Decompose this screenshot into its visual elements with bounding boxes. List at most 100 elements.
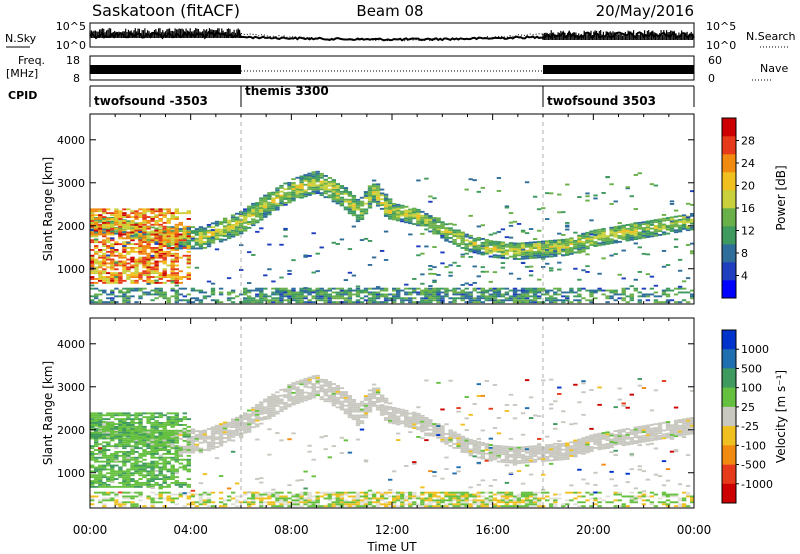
heatmap-cell [138,495,143,498]
heatmap-cell [154,474,159,477]
heatmap-cell [323,491,328,494]
heatmap-cell [367,264,373,266]
heatmap-cell [331,501,336,504]
heatmap-cell [335,185,340,187]
heatmap-cell [206,280,212,283]
heatmap-cell [130,445,135,448]
heatmap-cell [118,445,123,448]
heatmap-cell [182,243,187,246]
heatmap-cell [520,297,526,300]
heatmap-cell [255,221,260,224]
y-tick-label: 2000 [57,220,85,233]
heatmap-cell [122,225,127,228]
heatmap-cell [323,384,328,387]
heatmap-cell [420,210,425,213]
heatmap-cell [106,418,111,421]
heatmap-cell [315,186,320,189]
heatmap-cell [106,220,111,223]
heatmap-cell [90,425,95,428]
heatmap-cell [194,434,200,437]
heatmap-cell [311,186,316,189]
heatmap-cell [162,276,167,278]
heatmap-cell [186,299,191,302]
heatmap-cell [98,483,103,486]
heatmap-cell [138,468,143,471]
heatmap-cell [468,236,473,239]
heatmap-cell [134,460,139,463]
heatmap-cell [669,222,675,225]
heatmap-cell [162,212,167,215]
heatmap-cell [577,196,582,198]
heatmap-cell [122,250,127,253]
heatmap-cell [625,237,630,240]
heatmap-cell [303,397,308,400]
heatmap-cell [319,291,324,294]
heatmap-cell [210,299,216,302]
heatmap-cell [170,226,175,229]
heatmap-cell [146,268,151,271]
heatmap-cell [214,457,220,460]
heatmap-cell [206,245,212,248]
heatmap-cell [448,222,453,225]
heatmap-cell [363,412,369,415]
heatmap-cell [355,503,361,506]
heatmap-cell [480,241,485,244]
heatmap-cell [90,258,95,261]
heatmap-cell [94,281,99,284]
heatmap-cell [512,295,518,298]
heatmap-cell [122,229,127,232]
heatmap-cell [488,297,493,300]
heatmap-cell [577,236,582,239]
heatmap-cell [142,505,147,508]
heatmap-cell [150,239,155,242]
heatmap-cell [685,219,691,222]
date-title: 20/May/2016 [596,2,694,20]
heatmap-cell [359,210,365,213]
heatmap-cell [114,301,119,304]
heatmap-cell [420,232,425,235]
heatmap-cell [279,202,284,205]
heatmap-cell [295,192,300,195]
heatmap-cell [440,287,445,290]
heatmap-cell [363,410,369,413]
heatmap-cell [98,274,103,276]
heatmap-cell [90,278,95,280]
heatmap-cell [126,501,131,504]
heatmap-cell [122,212,127,215]
heatmap-cell [565,291,570,294]
heatmap-cell [138,278,143,280]
heatmap-cell [311,289,316,292]
heatmap-cell [637,233,642,236]
heatmap-cell [206,235,212,238]
heatmap-cell [549,255,554,258]
heatmap-cell [142,249,147,251]
heatmap-cell [311,188,316,191]
heatmap-cell [412,223,417,225]
heatmap-cell [557,293,562,296]
heatmap-cell [355,289,361,292]
heatmap-cell [295,188,300,191]
heatmap-cell [359,428,365,431]
heatmap-cell [98,227,103,230]
heatmap-cell [565,240,570,243]
heatmap-cell [118,231,123,234]
heatmap-cell [110,497,115,500]
heatmap-cell [383,295,389,298]
heatmap-cell [150,447,155,450]
heatmap-cell [327,182,332,185]
heatmap-cell [347,416,353,419]
heatmap-cell [150,212,155,215]
heatmap-cell [118,216,123,218]
heatmap-cell [106,241,111,244]
heatmap-cell [625,239,630,242]
heatmap-cell [142,266,147,269]
heatmap-cell [287,182,292,184]
heatmap-cell [585,253,590,256]
heatmap-cell [585,265,590,268]
heatmap-cell [166,451,171,453]
heatmap-cell [102,435,107,438]
heatmap-cell [617,227,622,230]
heatmap-cell [371,179,377,182]
heatmap-cell [500,287,506,290]
heatmap-cell [98,447,103,450]
